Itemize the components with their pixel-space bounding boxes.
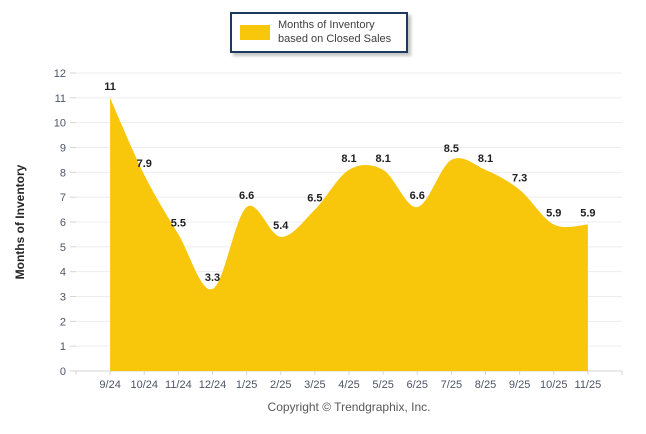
x-tick-label: 9/25 xyxy=(509,379,530,391)
x-tick-label: 12/24 xyxy=(199,379,227,391)
legend-swatch-icon xyxy=(240,24,270,40)
y-tick-label: 2 xyxy=(60,316,66,328)
y-tick-label: 3 xyxy=(60,292,66,304)
y-tick-label: 0 xyxy=(60,366,66,378)
copyright-text: Copyright © Trendgraphix, Inc. xyxy=(267,400,431,414)
y-tick-label: 4 xyxy=(60,267,66,279)
y-tick-label: 7 xyxy=(60,192,66,204)
legend-label: Months of Inventory based on Closed Sale… xyxy=(278,19,392,45)
y-tick-label: 6 xyxy=(60,217,66,229)
data-label: 6.5 xyxy=(307,193,322,205)
x-tick-label: 2/25 xyxy=(270,379,291,391)
data-label: 8.1 xyxy=(341,153,356,165)
x-tick-label: 8/25 xyxy=(475,379,496,391)
data-label: 7.3 xyxy=(512,173,527,185)
x-tick-label: 11/25 xyxy=(575,379,602,391)
legend: Months of Inventory based on Closed Sale… xyxy=(230,12,408,53)
y-tick-label: 8 xyxy=(60,167,66,179)
data-label: 6.6 xyxy=(410,190,425,202)
data-label: 6.6 xyxy=(239,190,254,202)
y-tick-label: 11 xyxy=(55,93,66,105)
y-tick-label: 12 xyxy=(54,68,66,80)
x-tick-label: 9/24 xyxy=(99,379,120,391)
x-tick-label: 3/25 xyxy=(304,379,325,391)
y-tick-label: 5 xyxy=(60,242,66,254)
x-tick-label: 4/25 xyxy=(338,379,359,391)
inventory-area-series xyxy=(110,97,588,371)
y-tick-label: 10 xyxy=(54,118,66,130)
x-tick-label: 7/25 xyxy=(441,379,462,391)
data-label: 8.1 xyxy=(478,153,493,165)
data-label: 8.1 xyxy=(375,153,390,165)
y-tick-label: 1 xyxy=(60,341,66,353)
x-tick-label: 10/25 xyxy=(540,379,568,391)
x-tick-label: 11/24 xyxy=(165,379,192,391)
data-label: 8.5 xyxy=(444,143,459,155)
x-tick-label: 5/25 xyxy=(372,379,393,391)
x-tick-label: 10/24 xyxy=(130,379,158,391)
x-tick-label: 1/25 xyxy=(236,379,257,391)
data-label: 5.4 xyxy=(273,220,289,232)
data-label: 5.9 xyxy=(580,207,595,219)
data-label: 3.3 xyxy=(205,272,220,284)
data-label: 5.9 xyxy=(546,207,561,219)
data-label: 11 xyxy=(104,81,116,93)
data-label: 7.9 xyxy=(137,158,152,170)
y-tick-label: 9 xyxy=(60,143,66,155)
data-label: 5.5 xyxy=(171,217,186,229)
x-tick-label: 6/25 xyxy=(407,379,428,391)
